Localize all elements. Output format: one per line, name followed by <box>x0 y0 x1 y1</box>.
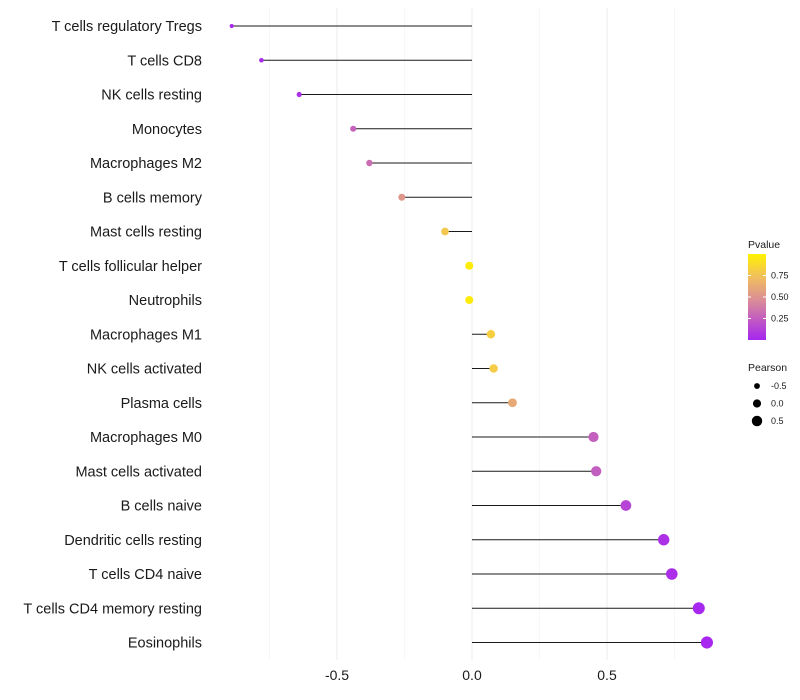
lollipop-point <box>350 125 357 132</box>
pearson-legend-label: 0.5 <box>771 416 784 426</box>
category-label: Mast cells activated <box>75 464 202 480</box>
lollipop-point <box>588 431 599 443</box>
x-tick-label: -0.5 <box>325 667 349 683</box>
lollipop-stems <box>231 25 707 643</box>
lollipop-point <box>486 330 496 339</box>
lollipop-point <box>366 159 373 167</box>
pearson-legend-key <box>751 415 763 427</box>
pearson-legend: Pearson -0.5 0.0 0.5 <box>748 362 787 427</box>
pvalue-colorbar <box>748 254 766 340</box>
category-label: NK cells resting <box>101 88 202 104</box>
grid-lines <box>269 8 675 660</box>
lollipop-point <box>508 398 517 408</box>
category-label: Mast cells resting <box>90 225 202 241</box>
lollipop-point <box>441 227 449 236</box>
pvalue-legend-title: Pvalue <box>748 239 780 251</box>
category-label: NK cells activated <box>87 362 202 378</box>
category-label: Neutrophils <box>129 293 202 309</box>
x-tick-label: 0.0 <box>462 667 482 683</box>
category-label: T cells CD4 naive <box>89 567 202 583</box>
x-tick-label: 0.5 <box>597 667 617 683</box>
pearson-legend-label: 0.0 <box>771 399 784 409</box>
pvalue-legend-label: 0.50 <box>771 292 789 302</box>
category-labels: T cells regulatory Tregs T cells CD8 NK ce… <box>23 19 202 652</box>
category-label: B cells memory <box>103 190 203 206</box>
lollipop-point <box>259 57 264 63</box>
lollipop-points <box>229 23 713 649</box>
pvalue-legend-label: 0.25 <box>771 314 789 324</box>
pvalue-legend: Pvalue 0.25 0.50 0.75 <box>748 239 789 340</box>
category-label: Macrophages M0 <box>90 430 202 446</box>
lollipop-point <box>692 602 705 615</box>
category-label: Monocytes <box>132 122 202 138</box>
pearson-legend-key <box>754 383 760 389</box>
lollipop-point <box>489 364 498 373</box>
category-label: T cells CD4 memory resting <box>23 601 202 617</box>
lollipop-point <box>229 23 234 29</box>
category-label: Macrophages M1 <box>90 327 202 343</box>
lollipop-point <box>666 568 678 580</box>
x-axis-ticks: -0.5 0.0 0.5 <box>325 667 617 683</box>
lollipop-point <box>620 500 632 511</box>
lollipop-point <box>296 91 302 98</box>
pvalue-legend-label: 0.75 <box>771 271 789 281</box>
lollipop-point <box>591 466 602 477</box>
pearson-legend-key <box>752 399 762 408</box>
category-label: T cells regulatory Tregs <box>52 19 202 35</box>
lollipop-point <box>465 261 474 270</box>
category-label: T cells CD8 <box>127 53 202 69</box>
category-label: Eosinophils <box>128 636 202 652</box>
lollipop-point <box>700 636 713 649</box>
category-label: T cells follicular helper <box>59 259 202 275</box>
lollipop-point <box>465 295 474 305</box>
category-label: B cells naive <box>121 499 202 515</box>
pearson-legend-label: -0.5 <box>771 381 787 391</box>
lollipop-point <box>657 534 670 546</box>
category-label: Plasma cells <box>121 396 202 412</box>
lollipop-point <box>398 193 406 201</box>
pearson-legend-title: Pearson <box>748 362 787 374</box>
category-label: Dendritic cells resting <box>64 533 202 549</box>
category-label: Macrophages M2 <box>90 156 202 172</box>
